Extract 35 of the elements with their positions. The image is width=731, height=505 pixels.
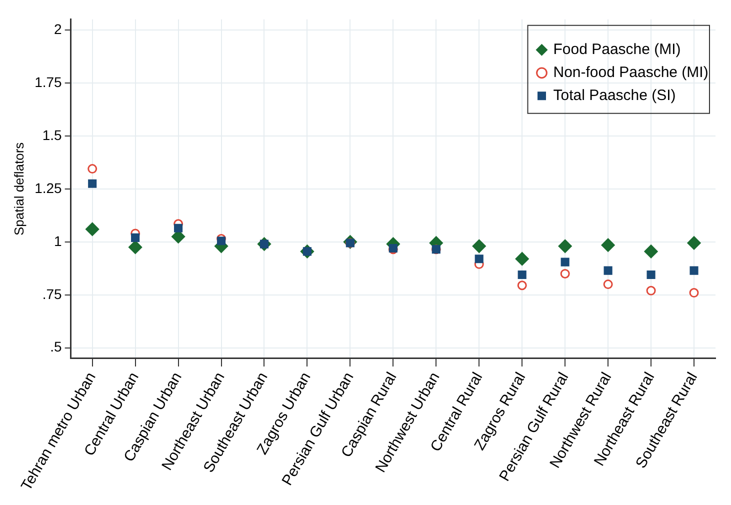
y-tick-label: .5 (50, 338, 62, 355)
y-tick-label: 1.5 (42, 126, 62, 143)
point (558, 239, 572, 253)
point (604, 266, 612, 275)
point (690, 266, 698, 275)
y-tick-label: 1 (54, 232, 62, 249)
point (560, 258, 570, 266)
point (515, 252, 529, 266)
point (517, 280, 527, 290)
point (474, 254, 484, 264)
point (518, 270, 526, 280)
legend-label: Food Paasche (MI) (553, 41, 681, 58)
point (560, 268, 570, 278)
point (687, 236, 701, 250)
point (644, 244, 658, 258)
point (131, 233, 140, 242)
point (128, 240, 142, 254)
point (603, 280, 613, 290)
point (601, 238, 615, 252)
point (689, 288, 699, 298)
point (88, 179, 97, 188)
point (646, 270, 656, 280)
point (88, 164, 98, 174)
point (646, 286, 656, 296)
y-tick-label: .75 (42, 286, 62, 302)
point (472, 239, 486, 253)
point (216, 236, 226, 246)
y-tick-label: 1.75 (34, 74, 62, 90)
y-tick-label: 1.25 (34, 180, 62, 196)
legend-label: Total Paasche (SI) (553, 87, 676, 104)
legend-label: Non-food Paasche (MI) (553, 64, 708, 82)
y-axis-title: Spatial deflators (11, 142, 26, 236)
y-tick-label: 2 (54, 20, 62, 37)
point (86, 222, 100, 236)
point (174, 224, 183, 232)
